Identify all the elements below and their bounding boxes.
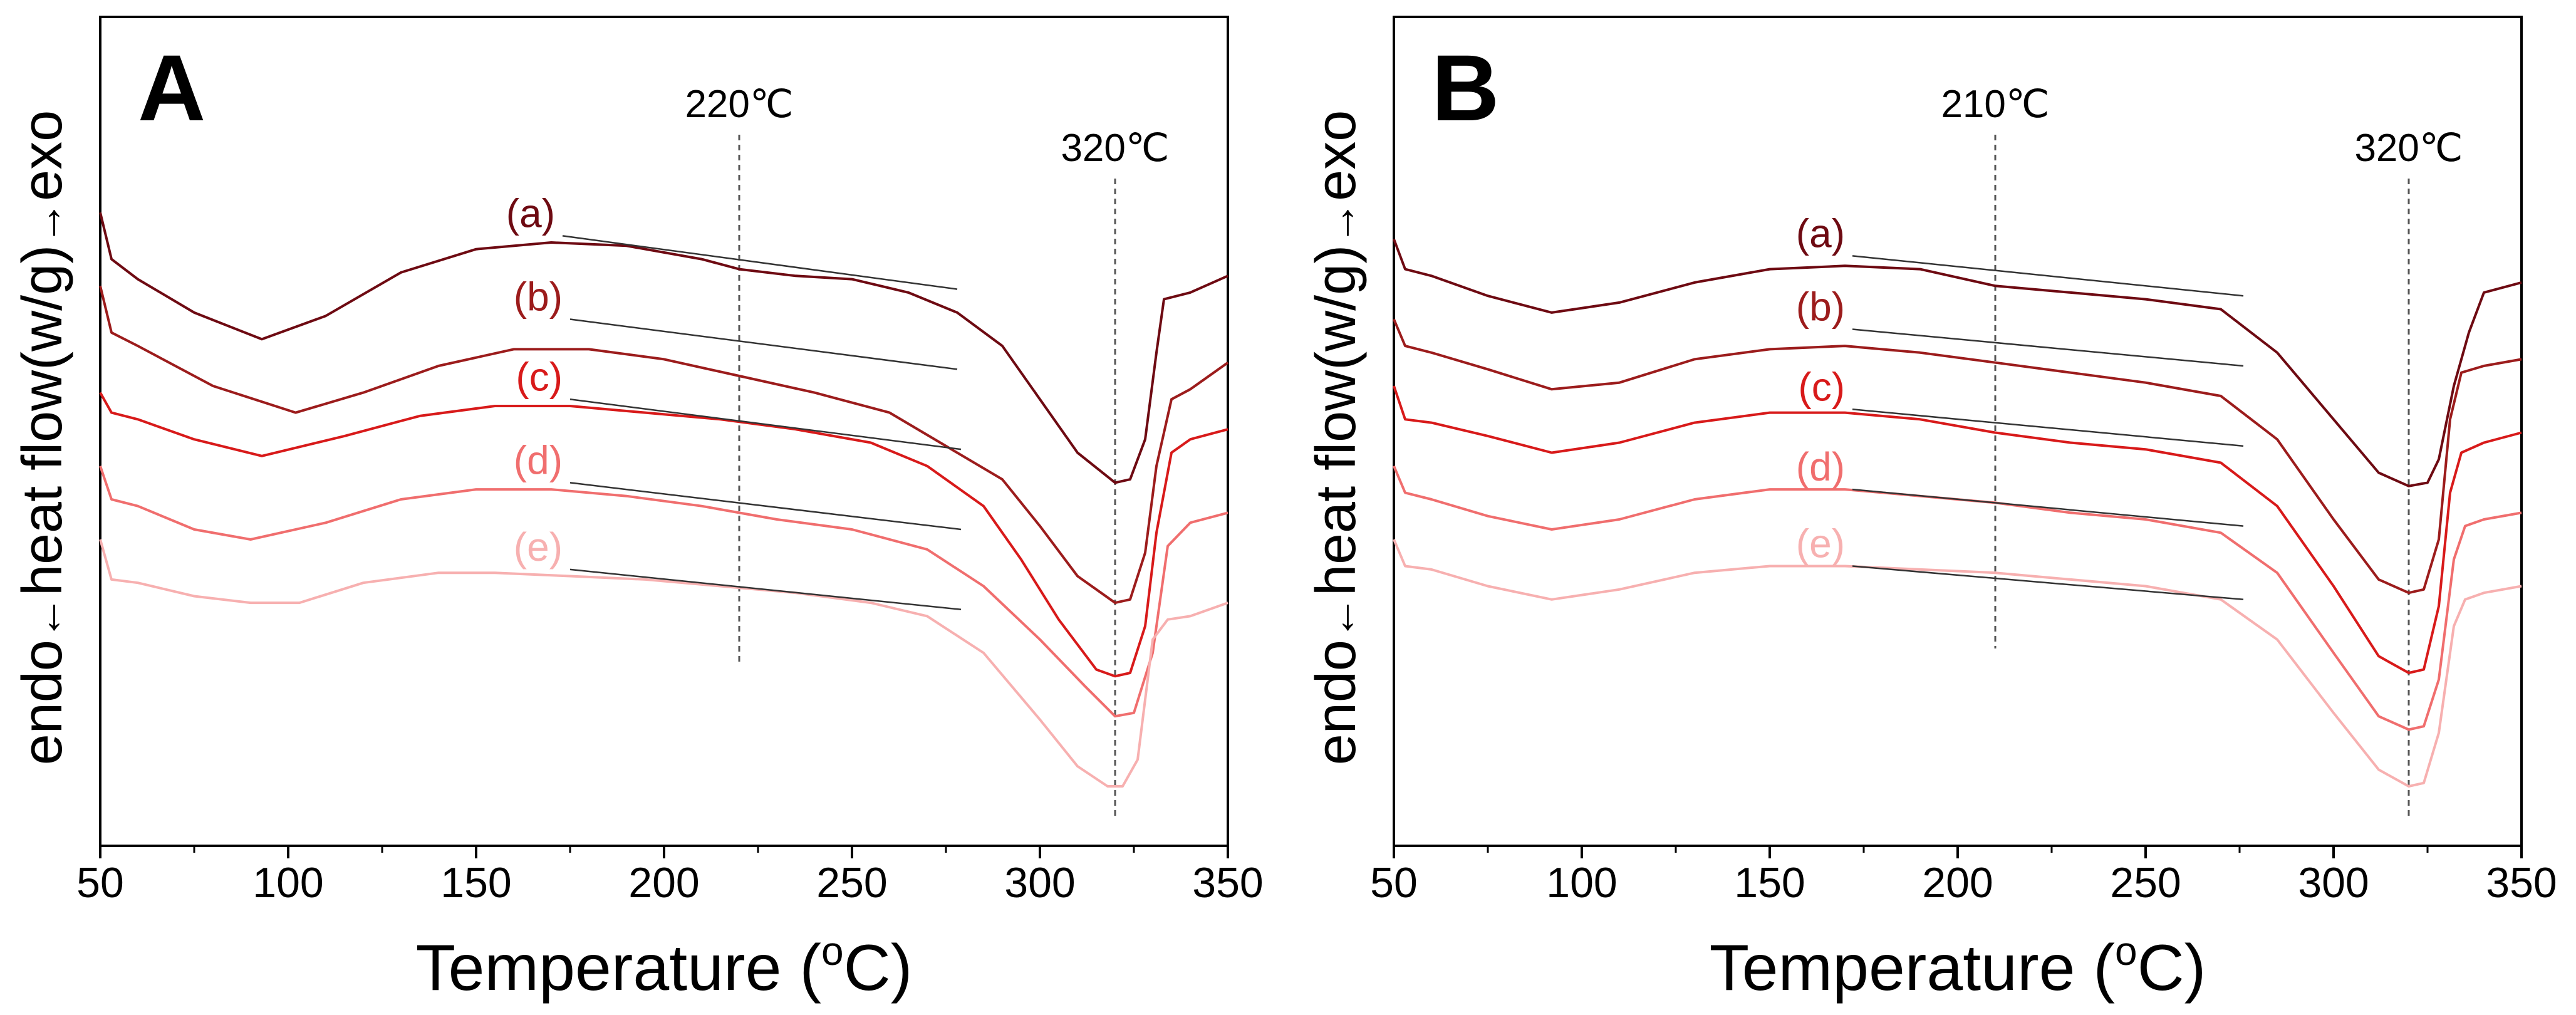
series-label: (b) [1796, 284, 1845, 329]
x-axis-title-unit: C) [2137, 932, 2206, 1004]
series-baseline [1852, 565, 2244, 601]
x-tick-label: 350 [2486, 859, 2557, 907]
temperature-marker-label: 210℃ [1941, 83, 2049, 126]
x-tick-label: 200 [628, 859, 699, 907]
series-baseline [1852, 255, 2244, 297]
series-line-d [99, 466, 1228, 718]
x-tick-label: 50 [76, 859, 124, 907]
arrow-left-icon: ← [22, 596, 71, 640]
x-tick-label: 100 [1546, 859, 1617, 907]
series-label: (c) [1798, 364, 1845, 409]
series-baseline [569, 318, 958, 370]
temperature-marker-label: 220℃ [685, 83, 793, 126]
x-axis-title-degree: o [821, 929, 844, 974]
series-baseline [569, 398, 962, 450]
series-label: (c) [516, 354, 563, 399]
series-label: (a) [506, 190, 555, 236]
series-line-c [1393, 385, 2522, 674]
y-axis-title-text: endo←heat flow(w/g)→exo [11, 110, 74, 766]
x-tick-label: 250 [816, 859, 887, 907]
series-line-a [1393, 238, 2522, 487]
series-line-d [1393, 466, 2522, 731]
series-line-e [1393, 539, 2522, 788]
series-baseline [1852, 409, 2244, 447]
y-axis-title-endo: endo [1305, 640, 1368, 765]
x-tick-label: 300 [1004, 859, 1075, 907]
arrow-right-icon: → [1316, 201, 1364, 245]
y-axis-title: endo←heat flow(w/g)→exo [1305, 110, 1368, 766]
x-tick-label: 100 [252, 859, 323, 907]
x-tick-label: 300 [2298, 859, 2369, 907]
y-axis-title-exo: exo [11, 110, 74, 201]
series-label: (e) [514, 524, 563, 570]
chart-panel-a: 50 100 150 200 250 300 350 Temperature (oC) endo… [11, 16, 1264, 1004]
arrow-left-icon: ← [1316, 596, 1364, 640]
series-line-b [1393, 318, 2522, 595]
chart-panel-b: 50 100 150 200 250 300 350 Temperature (oC) endo… [1305, 16, 2557, 1004]
series-label: (a) [1796, 211, 1845, 256]
x-axis-title-main: Temperature ( [416, 932, 822, 1004]
temperature-marker-label: 320℃ [2354, 127, 2463, 170]
x-tick-label: 200 [1922, 859, 1993, 907]
panel-label: A [138, 35, 205, 140]
series-label: (d) [1796, 444, 1845, 489]
x-tick-label: 250 [2110, 859, 2181, 907]
series-line-a [99, 212, 1228, 484]
x-tick-label: 150 [440, 859, 511, 907]
panel-label: B [1431, 35, 1499, 140]
y-axis-title-endo: endo [11, 640, 74, 765]
y-axis-title-text: endo←heat flow(w/g)→exo [1305, 110, 1368, 766]
x-axis-title: Temperature (oC) [1710, 929, 2206, 1004]
y-axis-title-exo: exo [1305, 110, 1368, 201]
x-axis-title-degree: o [2115, 929, 2137, 974]
x-axis-title-main: Temperature ( [1710, 932, 2116, 1004]
x-tick-label: 350 [1192, 859, 1263, 907]
x-tick-label: 50 [1370, 859, 1418, 907]
x-axis-title-unit: C) [844, 932, 913, 1004]
series-baseline [569, 568, 962, 611]
series-baseline [1852, 328, 2244, 367]
y-axis-title: endo←heat flow(w/g)→exo [11, 110, 74, 766]
y-axis-title-heat-flow: heat flow(w/g) [1305, 245, 1368, 596]
series-line-c [99, 392, 1228, 678]
series-label: (e) [1796, 521, 1845, 566]
series-baseline [1852, 488, 2244, 527]
series-label: (b) [514, 274, 563, 320]
x-axis-title: Temperature (oC) [416, 929, 913, 1004]
series-baseline [562, 235, 958, 290]
series-label: (d) [514, 437, 563, 482]
temperature-marker-label: 320℃ [1061, 127, 1169, 170]
series-line-b [99, 285, 1229, 605]
series-baseline [569, 482, 962, 531]
arrow-right-icon: → [22, 201, 71, 245]
y-axis-title-heat-flow: heat flow(w/g) [11, 245, 74, 596]
x-tick-label: 150 [1734, 859, 1805, 907]
